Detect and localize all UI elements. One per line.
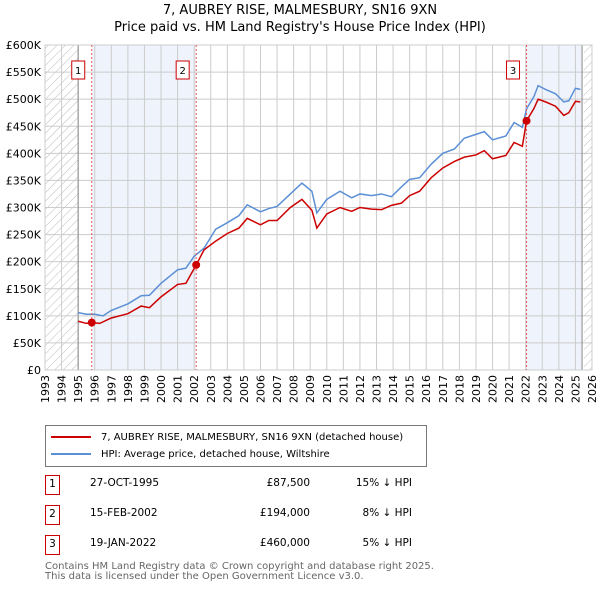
y-tick-label: £100K [6, 310, 42, 323]
plot-area: 1993 1994 1995 1996 1997 1998 1999 2000 2001 2002… [6, 39, 599, 403]
footer-line-2: This data is licensed under the Open Gov… [45, 571, 364, 582]
x-tick-label: 1993 [39, 375, 52, 403]
y-tick-label: £0 [27, 364, 41, 377]
x-tick-label: 1999 [138, 375, 151, 403]
x-tick-label: 2018 [453, 375, 466, 403]
x-tick-label: 2010 [321, 375, 334, 403]
x-tick-label: 2024 [553, 375, 566, 403]
x-tick-label: 2021 [503, 375, 516, 403]
x-tick-label: 2007 [271, 375, 284, 403]
x-tick-label: 2015 [404, 375, 417, 403]
x-tick-label: 2006 [254, 375, 267, 403]
x-tick-label: 2000 [155, 375, 168, 403]
x-tick-label: 1994 [56, 375, 69, 403]
sale-hpi-diff: 8% ↓ HPI [362, 507, 412, 519]
sale-row: 2 15-FEB-2002 £194,000 8% ↓ HPI [45, 505, 465, 525]
y-tick-label: £450K [6, 120, 42, 133]
series-line-price [77, 98, 581, 325]
x-tick-label: 2023 [536, 375, 549, 403]
sale-point [192, 260, 201, 269]
sale-price: £460,000 [259, 537, 310, 549]
x-tick-label: 2012 [354, 375, 367, 403]
x-tick-label: 2020 [487, 375, 500, 403]
sale-label: 3 [510, 66, 516, 77]
sale-row: 1 27-OCT-1995 £87,500 15% ↓ HPI [45, 475, 465, 495]
x-tick-label: 2022 [520, 375, 533, 403]
x-tick-label: 2017 [437, 375, 450, 403]
sale-date: 15-FEB-2002 [90, 507, 158, 519]
sale-point [522, 116, 531, 125]
x-tick-label: 2013 [371, 375, 384, 403]
x-tick-label: 2008 [288, 375, 301, 403]
sale-label-box [175, 60, 190, 80]
legend-label-price: 7, AUBREY RISE, MALMESBURY, SN16 9XN (de… [101, 431, 404, 443]
y-tick-label: £300K [6, 202, 42, 215]
x-tick-label: 2025 [569, 375, 582, 403]
sale-date: 27-OCT-1995 [90, 477, 159, 489]
footer-note: Contains HM Land Registry data © Crown c… [45, 562, 434, 582]
x-tick-label: 1998 [122, 375, 135, 403]
legend-swatch-hpi [51, 453, 91, 455]
x-tick-label: 2004 [221, 375, 234, 403]
sale-marker-label: 3 [45, 535, 60, 555]
sale-row: 3 19-JAN-2022 £460,000 5% ↓ HPI [45, 535, 465, 555]
sale-marker-label: 2 [45, 505, 60, 525]
y-tick-label: £550K [6, 66, 42, 79]
sale-label: 2 [179, 66, 185, 77]
y-tick-label: £350K [6, 174, 42, 187]
x-tick-label: 1997 [105, 375, 118, 403]
x-tick-label: 1995 [72, 375, 85, 403]
legend-label-hpi: HPI: Average price, detached house, Wilt… [101, 448, 330, 460]
chart-title: 7, AUBREY RISE, MALMESBURY, SN16 9XN [162, 3, 438, 18]
sale-label-box [506, 60, 521, 80]
sale-point [87, 318, 96, 327]
x-tick-label: 2019 [470, 375, 483, 403]
y-tick-label: £250K [6, 229, 42, 242]
sale-label: 1 [75, 66, 81, 77]
sale-price: £87,500 [266, 477, 310, 489]
sale-hpi-diff: 5% ↓ HPI [362, 537, 412, 549]
x-tick-label: 2003 [205, 375, 218, 403]
footer-line-1: Contains HM Land Registry data © Crown c… [45, 561, 434, 572]
x-tick-label: 2002 [188, 375, 201, 403]
plot-border [44, 44, 593, 371]
legend: 7, AUBREY RISE, MALMESBURY, SN16 9XN (de… [45, 425, 427, 467]
x-tick-label: 2005 [238, 375, 251, 403]
x-tick-label: 2011 [337, 375, 350, 403]
sale-date: 19-JAN-2022 [90, 537, 157, 549]
sale-marker-label: 1 [45, 475, 60, 495]
y-tick-label: £600K [6, 39, 42, 52]
x-tick-label: 2014 [387, 375, 400, 403]
x-tick-label: 2001 [172, 375, 185, 403]
x-tick-label: 2026 [586, 375, 599, 403]
chart-subtitle: Price paid vs. HM Land Registry's House … [114, 20, 486, 35]
x-tick-label: 1996 [89, 375, 102, 403]
y-tick-label: £50K [13, 337, 42, 350]
sale-hpi-diff: 15% ↓ HPI [355, 477, 412, 489]
y-tick-label: £500K [6, 93, 42, 106]
x-tick-label: 2009 [304, 375, 317, 403]
y-tick-label: £150K [6, 283, 42, 296]
y-tick-label: £200K [6, 256, 42, 269]
x-tick-label: 2016 [420, 375, 433, 403]
legend-swatch-price [51, 436, 91, 438]
y-tick-label: £400K [6, 147, 42, 160]
sale-price: £194,000 [259, 507, 310, 519]
sale-label-box [71, 60, 86, 80]
